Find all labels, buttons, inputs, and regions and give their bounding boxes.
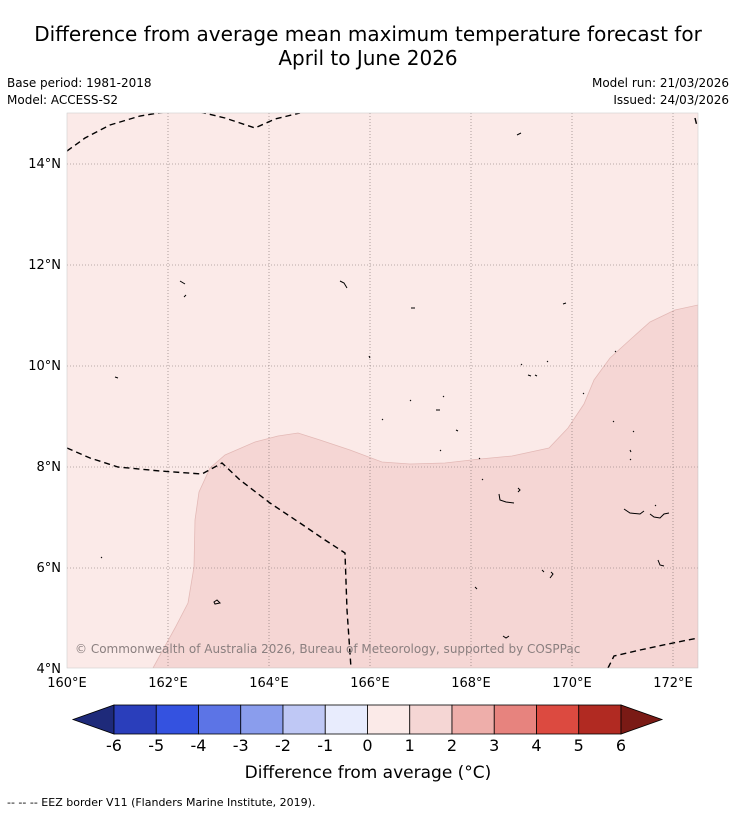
colorbar-tick-label: -6 (106, 736, 122, 755)
map-panel: © Commonwealth of Australia 2026, Bureau… (67, 113, 698, 668)
colorbar-swatch (536, 704, 580, 735)
colorbar-swatch (282, 704, 326, 735)
map-title: Difference from average mean maximum tem… (0, 22, 736, 70)
colorbar: -6 -5 -4 -3 -2 -1 0 1 2 3 4 5 6 (71, 704, 664, 755)
lon-label: 160°E (47, 676, 87, 691)
eez-borders (67, 113, 698, 668)
copyright-notice: © Commonwealth of Australia 2026, Bureau… (75, 642, 580, 656)
colorbar-extension-high (620, 704, 664, 735)
colorbar-tick-label: 0 (362, 736, 372, 755)
colorbar-swatch (493, 704, 537, 735)
colorbar-swatch (324, 704, 368, 735)
lon-labels: 160°E 162°E 164°E 166°E 168°E 170°E 172°… (47, 676, 693, 691)
colorbar-title: Difference from average (°C) (244, 763, 492, 783)
lon-label: 162°E (148, 676, 188, 691)
colorbar-swatch (155, 704, 199, 735)
colorbar-swatch (367, 704, 411, 735)
colorbar-tick-label: -4 (191, 736, 207, 755)
islands (100, 132, 670, 639)
colorbar-tick-label: 3 (489, 736, 499, 755)
colorbar-tick-label: 1 (405, 736, 415, 755)
colorbar-tick-label: 4 (531, 736, 541, 755)
lon-label: 164°E (249, 676, 289, 691)
lat-labels: 14°N 12°N 10°N 8°N 6°N 4°N (28, 157, 61, 677)
eez-footnote: -- -- -- EEZ border V11 (Flanders Marine… (7, 796, 316, 809)
colorbar-swatch (198, 704, 242, 735)
meta-left: Base period: 1981-2018 Model: ACCESS-S2 (7, 75, 152, 109)
lat-label: 4°N (37, 662, 62, 677)
colorbar-tick-label: -3 (233, 736, 249, 755)
lat-label: 12°N (28, 258, 61, 273)
colorbar-swatch (578, 704, 622, 735)
title-line-2: April to June 2026 (278, 46, 458, 70)
issued-date: Issued: 24/03/2026 (613, 93, 729, 107)
base-period: Base period: 1981-2018 (7, 76, 152, 90)
colorbar-swatch (113, 704, 157, 735)
colorbar-tick-label: 6 (616, 736, 626, 755)
colorbar-swatch (240, 704, 284, 735)
graticule (67, 113, 698, 668)
lon-label: 166°E (350, 676, 390, 691)
lon-label: 172°E (653, 676, 693, 691)
colorbar-tick-label: -5 (148, 736, 164, 755)
map-frame (66, 112, 699, 669)
lat-label: 6°N (37, 561, 62, 576)
lon-label: 170°E (552, 676, 592, 691)
colorbar-swatch (451, 704, 495, 735)
colorbar-swatch (409, 704, 453, 735)
lat-label: 14°N (28, 157, 61, 172)
model-name: Model: ACCESS-S2 (7, 93, 119, 107)
colorbar-extension-low (71, 704, 115, 735)
title-line-1: Difference from average mean maximum tem… (34, 22, 702, 46)
colorbar-tick-label: -1 (317, 736, 333, 755)
lat-label: 8°N (37, 460, 62, 475)
anomaly-region-1-to-2 (152, 304, 698, 668)
lon-label: 168°E (451, 676, 491, 691)
meta-right: Model run: 21/03/2026 Issued: 24/03/2026 (592, 75, 729, 109)
colorbar-tick-label: 2 (447, 736, 457, 755)
lat-label: 10°N (28, 359, 61, 374)
colorbar-tick-label: -2 (275, 736, 291, 755)
colorbar-tick-label: 5 (574, 736, 584, 755)
model-run: Model run: 21/03/2026 (591, 76, 729, 90)
